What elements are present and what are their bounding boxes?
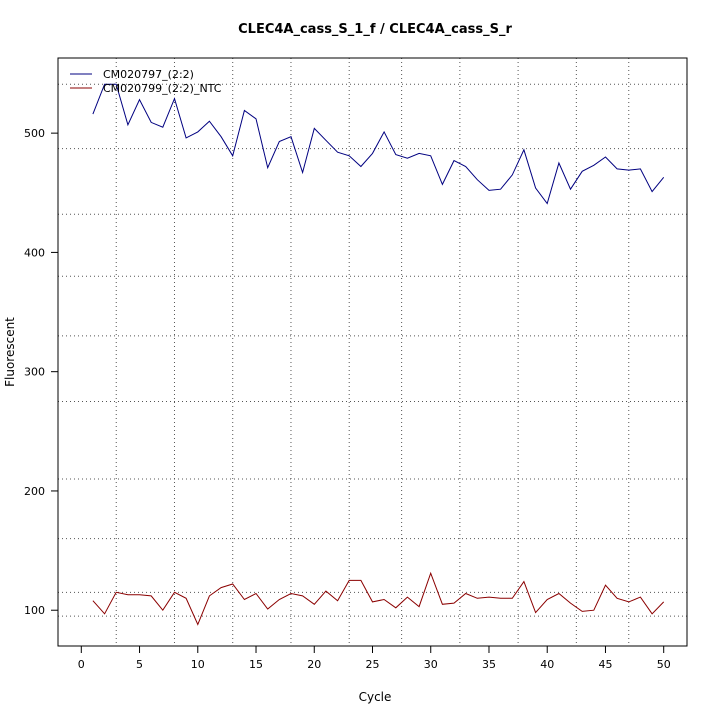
legend-label-2: CM020799_(2:2)_NTC <box>103 82 222 95</box>
y-axis: 100 200 300 400 500 <box>24 127 59 617</box>
grid-lines <box>58 58 687 646</box>
x-tick-label: 30 <box>424 658 438 671</box>
chart-title: CLEC4A_cass_S_1_f / CLEC4A_cass_S_r <box>238 22 512 37</box>
y-axis-label: Fluorescent <box>3 317 17 387</box>
y-tick-label: 400 <box>24 246 45 259</box>
x-tick-label: 45 <box>598 658 612 671</box>
x-axis: 0 5 10 15 20 25 30 35 40 45 50 <box>78 645 671 671</box>
x-tick-label: 0 <box>78 658 85 671</box>
x-tick-label: 35 <box>482 658 496 671</box>
x-axis-label: Cycle <box>359 690 392 704</box>
x-tick-label: 50 <box>657 658 671 671</box>
y-tick-label: 200 <box>24 485 45 498</box>
x-tick-label: 5 <box>136 658 143 671</box>
x-tick-label: 25 <box>366 658 380 671</box>
legend: CM020797_(2:2)CM020799_(2:2)_NTC <box>70 68 222 95</box>
plot-frame <box>57 57 688 647</box>
series-line-1 <box>92 83 665 205</box>
x-tick-label: 20 <box>307 658 321 671</box>
series-lines <box>92 83 665 626</box>
x-tick-label: 15 <box>249 658 263 671</box>
y-tick-label: 100 <box>24 604 45 617</box>
series-line-2 <box>92 571 665 626</box>
y-tick-label: 500 <box>24 127 45 140</box>
x-tick-label: 40 <box>540 658 554 671</box>
legend-label-1: CM020797_(2:2) <box>103 68 194 81</box>
y-tick-label: 300 <box>24 366 45 379</box>
x-tick-label: 10 <box>191 658 205 671</box>
